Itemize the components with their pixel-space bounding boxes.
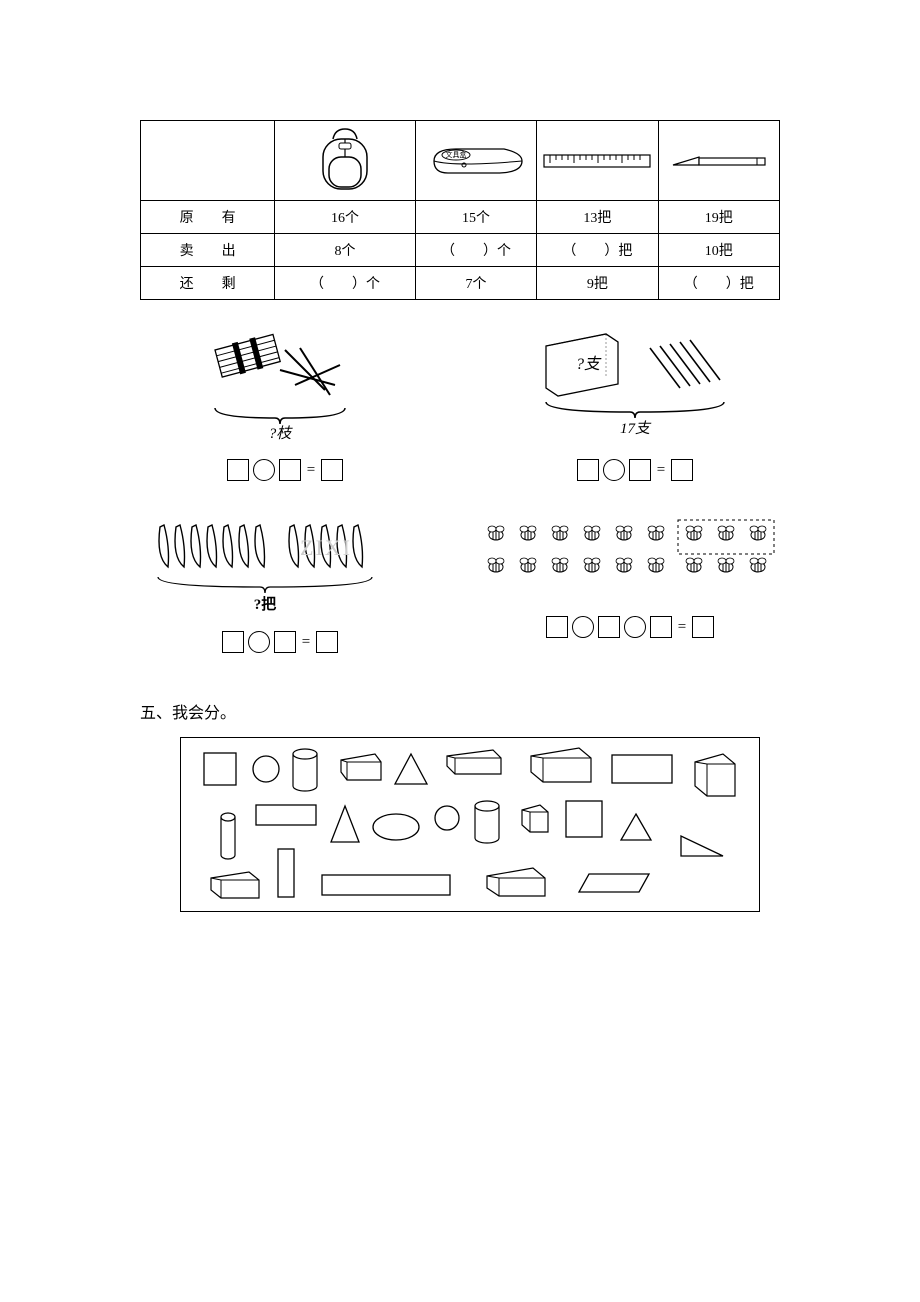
- p1-caption: ?枝: [269, 425, 294, 440]
- shape-circle: [433, 804, 461, 832]
- cell-backpack-卖出: 8个: [275, 234, 416, 267]
- shape-cylinder-small: [219, 812, 237, 860]
- shape-cube: [685, 748, 739, 802]
- pencils-image: ?枝: [185, 330, 385, 440]
- shape-cuboid: [521, 744, 593, 786]
- knife-icon: [669, 151, 769, 171]
- shape-triangle: [619, 812, 653, 842]
- eq-box: [227, 459, 249, 481]
- problem-pens: ?支 17支 =: [490, 330, 780, 507]
- header-blank: [141, 121, 275, 201]
- eq-box: [222, 631, 244, 653]
- eq-box: [321, 459, 343, 481]
- cell-pencilcase-原有: 15个: [415, 201, 536, 234]
- goods-table: 文具盒: [140, 120, 780, 300]
- cell-backpack-原有: 16个: [275, 201, 416, 234]
- eq-op: [253, 459, 275, 481]
- shape-right-triangle: [679, 834, 725, 858]
- p2-caption: 17支: [620, 420, 652, 437]
- pencilcase-icon: 文具盒: [426, 143, 526, 179]
- shape-ellipse: [371, 812, 421, 842]
- shape-square: [565, 800, 603, 838]
- eq-sign: =: [305, 462, 317, 479]
- eq-op: [572, 616, 594, 638]
- eq-box: [577, 459, 599, 481]
- cell-knife-卖出: 10把: [658, 234, 779, 267]
- cell-knife-还剩: （ ）把: [658, 267, 779, 300]
- cell-ruler-卖出: （ ）把: [537, 234, 658, 267]
- shape-cuboid: [331, 750, 383, 784]
- shape-circle: [251, 754, 281, 784]
- p2-box-label: ?支: [576, 355, 602, 373]
- cell-ruler-还剩: 9把: [537, 267, 658, 300]
- eq-box: [316, 631, 338, 653]
- shape-rectangle: [255, 804, 317, 826]
- shape-parallelogram: [577, 872, 651, 894]
- shape-cuboid: [203, 868, 263, 902]
- ruler-icon: [542, 151, 652, 171]
- eq-box: [279, 459, 301, 481]
- eq-box: [598, 616, 620, 638]
- shape-square: [203, 752, 237, 786]
- shape-cuboid: [477, 864, 549, 900]
- bees-image: [480, 517, 780, 597]
- shape-cylinder: [291, 748, 319, 792]
- shape-cylinder: [473, 800, 501, 844]
- eq-sign: =: [300, 634, 312, 651]
- shape-rectangle-tall: [277, 848, 295, 898]
- cell-pencilcase-卖出: （ ）个: [415, 234, 536, 267]
- header-knife: [658, 121, 779, 201]
- eq-op: [603, 459, 625, 481]
- shape-cube-small: [515, 800, 551, 836]
- problem-bananas: ?把 =: [140, 517, 420, 679]
- eq-box: [629, 459, 651, 481]
- eq-box: [274, 631, 296, 653]
- shape-triangle: [393, 752, 429, 786]
- row-label-卖出: 卖 出: [141, 234, 275, 267]
- eq-op: [248, 631, 270, 653]
- equation-1: =: [140, 459, 430, 481]
- row-label-原有: 原 有: [141, 201, 275, 234]
- bananas-image: ?把: [150, 517, 410, 612]
- eq-sign: =: [655, 462, 667, 479]
- eq-box: [650, 616, 672, 638]
- section-5-title-text: 五、我会分。: [140, 705, 236, 722]
- equation-2: =: [490, 459, 780, 481]
- backpack-icon: [313, 127, 377, 195]
- section-5-title: 五、我会分。: [140, 699, 780, 723]
- shape-cuboid: [439, 748, 503, 778]
- shapes-box: [180, 737, 760, 912]
- header-ruler: [537, 121, 658, 201]
- problem-bees: (function(){ var svg=document.currentScr…: [480, 517, 780, 679]
- shape-rectangle-long: [321, 874, 451, 896]
- eq-box: [692, 616, 714, 638]
- pens-image: ?支 17支: [520, 330, 750, 440]
- header-pencilcase: 文具盒: [415, 121, 536, 201]
- equation-4: =: [480, 616, 780, 638]
- cell-pencilcase-还剩: 7个: [415, 267, 536, 300]
- eq-op: [624, 616, 646, 638]
- eq-box: [671, 459, 693, 481]
- pencilcase-label: 文具盒: [445, 150, 466, 159]
- problem-pencils: ?枝 =: [140, 330, 430, 507]
- header-backpack: [275, 121, 416, 201]
- equation-3: =: [140, 631, 420, 653]
- cell-knife-原有: 19把: [658, 201, 779, 234]
- p3-caption: ?把: [254, 595, 277, 612]
- picture-problems: ?枝 = ?支: [140, 330, 780, 679]
- cell-ruler-原有: 13把: [537, 201, 658, 234]
- row-label-还剩: 还 剩: [141, 267, 275, 300]
- eq-box: [546, 616, 568, 638]
- shape-triangle: [329, 804, 361, 844]
- shape-rectangle: [611, 754, 673, 784]
- eq-sign: =: [676, 619, 688, 636]
- cell-backpack-还剩: （ ）个: [275, 267, 416, 300]
